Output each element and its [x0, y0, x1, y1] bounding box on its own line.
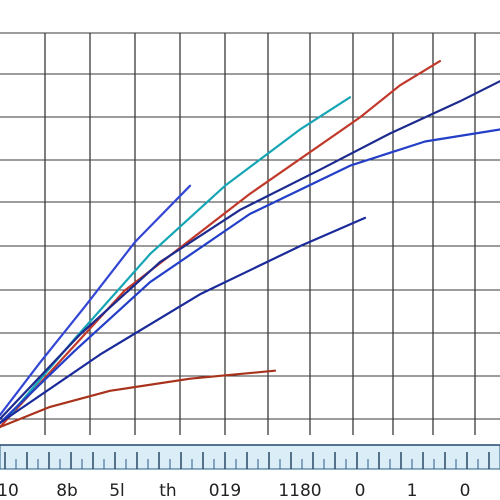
x-tick-label: 1 — [407, 481, 418, 500]
x-tick-labels: 10 8b 5l th 019 1180 0 1 0 — [0, 481, 470, 500]
chart-lines — [0, 60, 500, 429]
x-tick-label: 0 — [460, 481, 471, 500]
series-line — [0, 216, 367, 424]
x-tick-label: th — [159, 481, 176, 500]
chart-grid — [0, 32, 500, 435]
axis-ruler-band — [0, 444, 500, 470]
series-line — [0, 80, 500, 420]
x-tick-label: 019 — [209, 481, 241, 500]
series-line — [0, 128, 500, 424]
series-line — [0, 369, 277, 429]
x-axis — [0, 444, 500, 470]
series-line — [0, 60, 442, 429]
x-tick-label: 0 — [355, 481, 366, 500]
x-tick-label: 10 — [0, 481, 19, 500]
x-tick-label: 1180 — [278, 481, 321, 500]
x-tick-label: 5l — [109, 481, 125, 500]
series-line — [0, 184, 192, 416]
x-tick-label: 8b — [56, 481, 78, 500]
